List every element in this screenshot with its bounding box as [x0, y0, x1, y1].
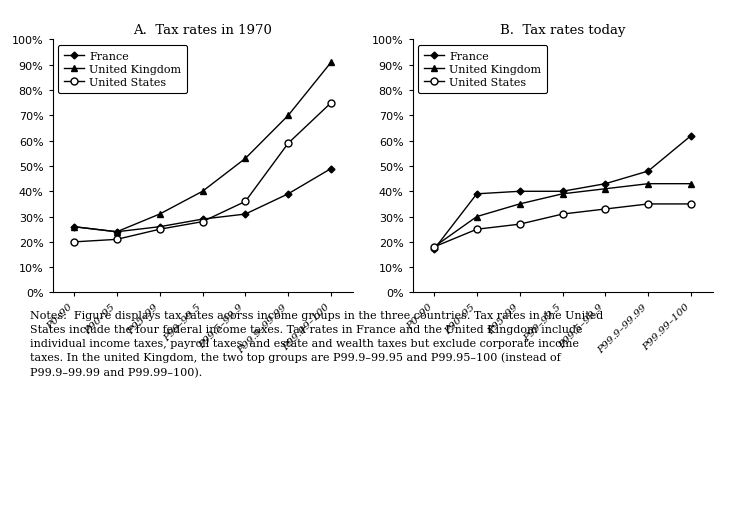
- United States: [472, 227, 482, 233]
- France: [515, 189, 524, 195]
- United States: [644, 201, 652, 208]
- United States: [430, 244, 439, 250]
- United Kingdom: [112, 229, 122, 235]
- United Kingdom: [515, 201, 524, 208]
- United States: [70, 239, 79, 245]
- France: [198, 217, 207, 223]
- United States: [284, 141, 292, 147]
- Legend: France, United Kingdom, United States: France, United Kingdom, United States: [58, 46, 187, 93]
- United Kingdom: [198, 189, 207, 195]
- France: [644, 169, 652, 175]
- Line: United Kingdom: United Kingdom: [430, 181, 694, 251]
- France: [601, 181, 610, 187]
- Title: A.  Tax rates in 1970: A. Tax rates in 1970: [133, 24, 272, 36]
- United Kingdom: [70, 224, 79, 230]
- United States: [241, 199, 250, 205]
- France: [155, 224, 164, 230]
- United States: [558, 212, 567, 218]
- France: [112, 229, 122, 235]
- Line: United Kingdom: United Kingdom: [70, 60, 334, 236]
- United States: [515, 222, 524, 228]
- Line: France: France: [71, 167, 334, 235]
- United Kingdom: [430, 244, 439, 250]
- United Kingdom: [686, 181, 695, 187]
- United Kingdom: [644, 181, 652, 187]
- United Kingdom: [601, 186, 610, 192]
- Line: United States: United States: [70, 100, 334, 246]
- United Kingdom: [155, 212, 164, 218]
- United Kingdom: [326, 60, 335, 66]
- France: [326, 166, 335, 172]
- United States: [155, 227, 164, 233]
- France: [472, 191, 482, 197]
- France: [70, 224, 79, 230]
- France: [558, 189, 567, 195]
- Text: Notes:  Figure displays tax rates acorss income groups in the three countries. T: Notes: Figure displays tax rates acorss …: [30, 310, 603, 377]
- United States: [326, 100, 335, 107]
- United Kingdom: [284, 113, 292, 119]
- Title: B.  Tax rates today: B. Tax rates today: [500, 24, 626, 36]
- Line: United States: United States: [430, 201, 694, 251]
- United Kingdom: [472, 214, 482, 220]
- France: [241, 212, 250, 218]
- United States: [112, 237, 122, 243]
- United States: [198, 219, 207, 225]
- France: [430, 247, 439, 253]
- France: [284, 191, 292, 197]
- Line: France: France: [431, 134, 694, 252]
- United Kingdom: [558, 191, 567, 197]
- Legend: France, United Kingdom, United States: France, United Kingdom, United States: [418, 46, 547, 93]
- United States: [601, 207, 610, 213]
- United States: [686, 201, 695, 208]
- United Kingdom: [241, 156, 250, 162]
- France: [686, 133, 695, 139]
